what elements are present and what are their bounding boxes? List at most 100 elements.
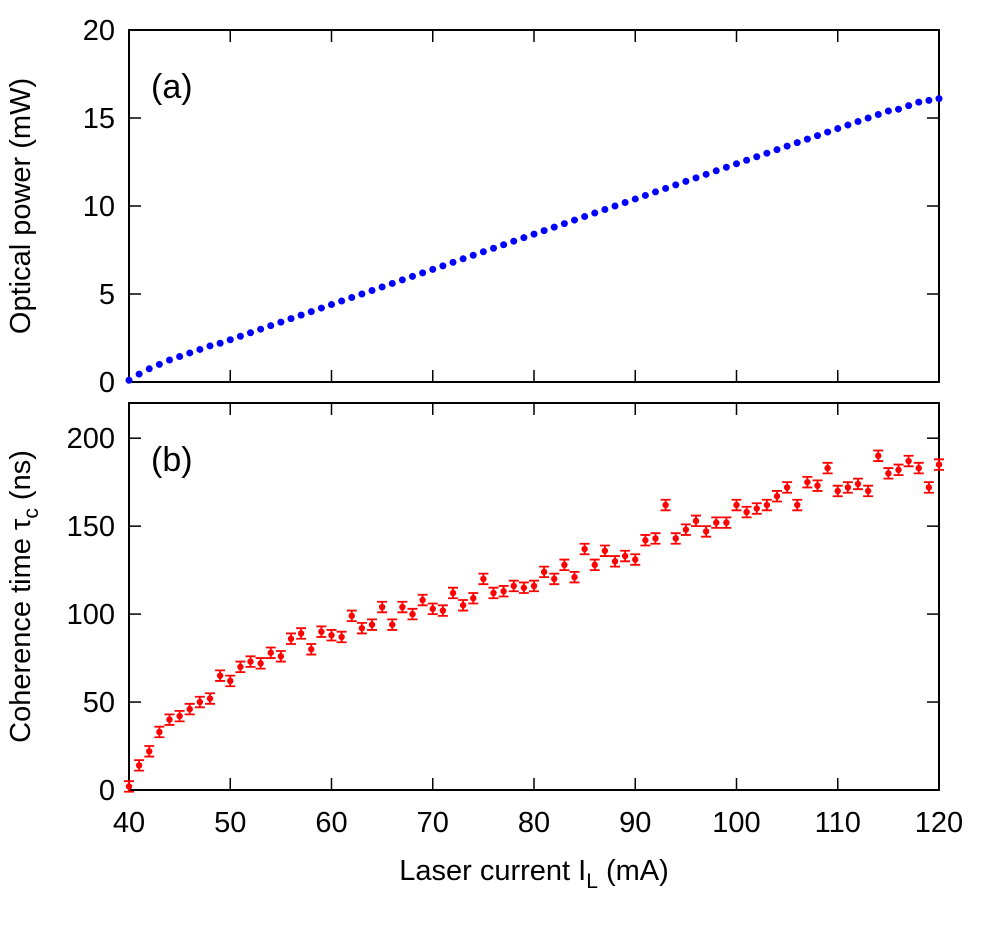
point bbox=[692, 174, 700, 182]
panel-label: (b) bbox=[151, 441, 193, 479]
point bbox=[530, 582, 538, 590]
point bbox=[895, 105, 902, 113]
point bbox=[773, 493, 781, 500]
point bbox=[186, 705, 193, 713]
point bbox=[398, 276, 406, 284]
y-tick-label: 0 bbox=[99, 367, 115, 399]
point bbox=[530, 230, 538, 238]
point bbox=[854, 118, 862, 126]
point bbox=[561, 561, 568, 569]
point bbox=[550, 223, 558, 231]
point bbox=[520, 234, 528, 242]
point bbox=[874, 110, 882, 118]
point bbox=[328, 301, 335, 309]
point bbox=[641, 191, 649, 199]
point bbox=[814, 482, 821, 489]
x-axis-label-part: (mA) bbox=[598, 855, 669, 887]
point bbox=[287, 635, 295, 642]
point bbox=[591, 561, 598, 569]
point bbox=[338, 297, 346, 305]
point bbox=[743, 156, 751, 164]
x-axis-label-part: L bbox=[586, 870, 598, 893]
point bbox=[743, 508, 750, 516]
point bbox=[176, 352, 184, 360]
point bbox=[449, 589, 457, 597]
x-tick-label: 70 bbox=[417, 807, 449, 839]
point bbox=[824, 464, 831, 472]
point bbox=[459, 602, 467, 609]
point bbox=[419, 269, 427, 277]
point bbox=[571, 573, 578, 581]
point bbox=[551, 575, 558, 583]
x-tick-label: 40 bbox=[113, 807, 145, 839]
point bbox=[317, 304, 325, 312]
point bbox=[237, 663, 244, 671]
point bbox=[125, 783, 133, 790]
point bbox=[216, 672, 224, 679]
point bbox=[196, 345, 204, 353]
y-tick-label: 150 bbox=[67, 511, 115, 543]
y-tick-label: 200 bbox=[67, 423, 115, 455]
point bbox=[176, 712, 183, 720]
point bbox=[479, 248, 487, 256]
point bbox=[794, 501, 801, 509]
y-axis-label-part: Coherence time τ bbox=[5, 518, 37, 743]
point bbox=[459, 255, 467, 263]
y-tick-label: 0 bbox=[99, 775, 115, 807]
point bbox=[328, 632, 335, 639]
point bbox=[540, 568, 548, 576]
point bbox=[905, 457, 912, 465]
point bbox=[864, 114, 872, 122]
point bbox=[905, 102, 913, 110]
point bbox=[621, 198, 629, 206]
point bbox=[733, 160, 740, 168]
point bbox=[571, 216, 578, 224]
point bbox=[844, 484, 852, 491]
x-axis-label-part: Laser current I bbox=[399, 855, 586, 887]
point bbox=[581, 213, 589, 221]
point bbox=[884, 107, 892, 115]
point bbox=[146, 748, 153, 755]
point bbox=[753, 153, 761, 161]
y-axis-label-part: c bbox=[20, 508, 43, 519]
point bbox=[885, 470, 892, 477]
point bbox=[925, 96, 933, 104]
point bbox=[490, 244, 497, 252]
point bbox=[672, 181, 680, 189]
point bbox=[318, 628, 325, 635]
plot-frame bbox=[128, 29, 940, 383]
point bbox=[206, 342, 214, 350]
point bbox=[125, 376, 133, 384]
point bbox=[581, 545, 588, 553]
point bbox=[935, 461, 943, 468]
x-tick-label: 120 bbox=[915, 807, 963, 839]
point bbox=[520, 584, 528, 591]
point bbox=[662, 501, 669, 509]
point bbox=[388, 279, 396, 287]
point bbox=[378, 283, 386, 291]
point bbox=[419, 596, 426, 604]
point bbox=[662, 184, 670, 192]
point bbox=[490, 589, 497, 597]
point bbox=[297, 630, 305, 637]
point bbox=[591, 209, 599, 217]
point bbox=[247, 329, 254, 337]
point bbox=[429, 265, 437, 273]
point bbox=[358, 290, 366, 298]
point bbox=[267, 649, 274, 656]
point bbox=[297, 311, 305, 319]
point bbox=[368, 286, 376, 294]
point bbox=[500, 241, 508, 249]
point bbox=[753, 505, 760, 512]
point bbox=[723, 519, 730, 526]
point bbox=[793, 139, 801, 147]
point bbox=[206, 695, 214, 702]
plot-frame bbox=[128, 402, 940, 791]
point bbox=[236, 332, 244, 340]
point bbox=[642, 537, 649, 544]
x-tick-label: 80 bbox=[518, 807, 550, 839]
point bbox=[733, 501, 740, 509]
panel-label: (a) bbox=[151, 68, 193, 106]
point bbox=[196, 698, 204, 706]
